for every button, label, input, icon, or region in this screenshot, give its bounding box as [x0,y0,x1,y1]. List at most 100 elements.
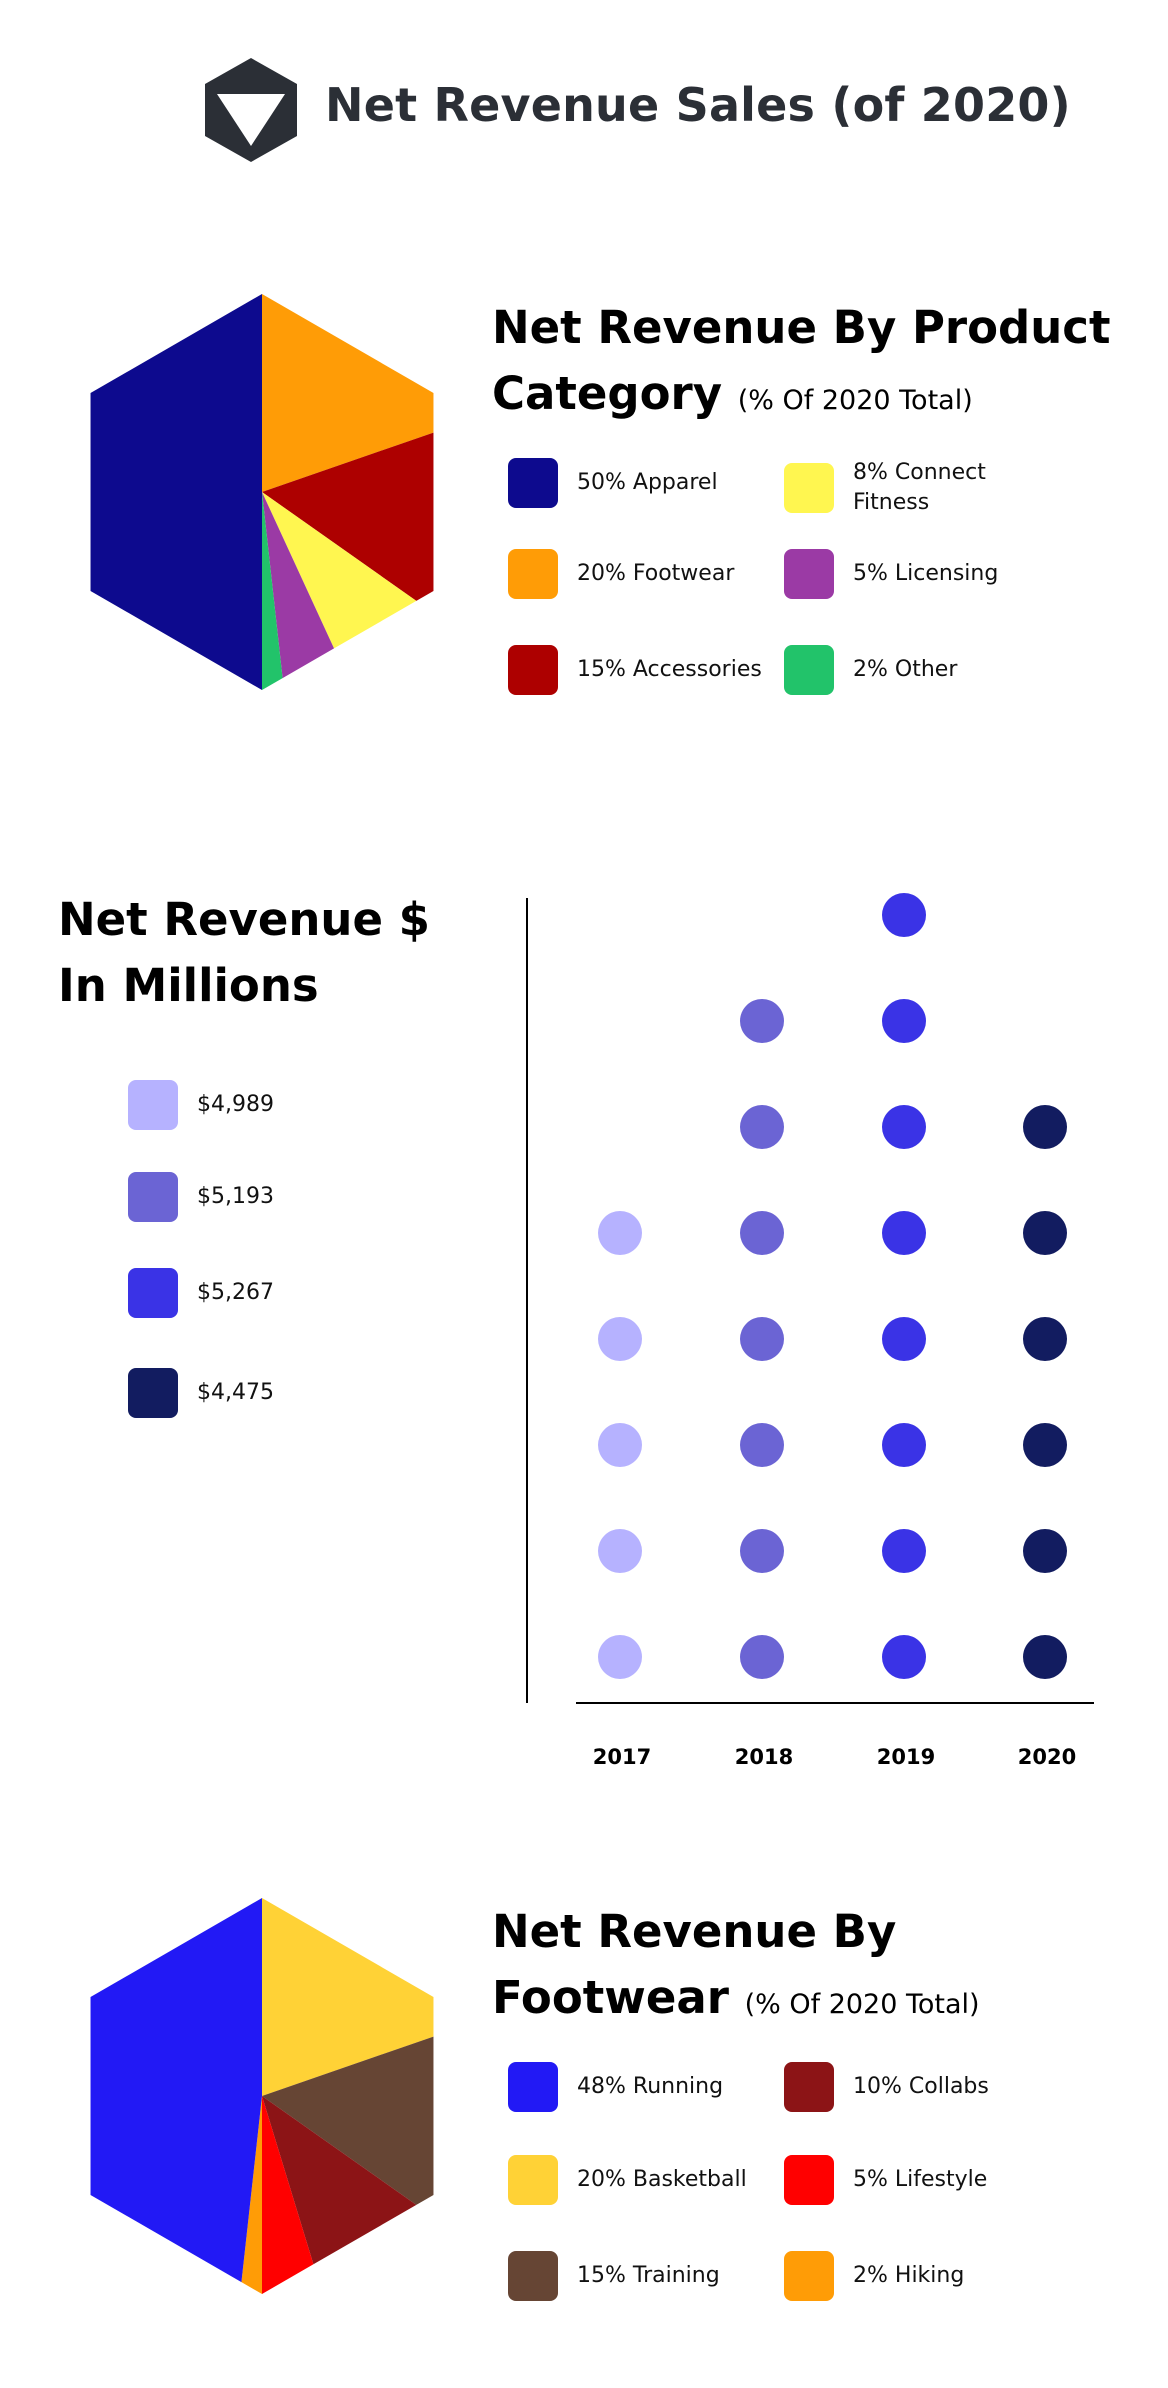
product-category-legend-swatch [508,645,558,695]
revenue-dot-2018 [740,1635,784,1679]
revenue-dot-2020 [1023,1635,1067,1679]
footwear-hex-pie [90,1898,434,2294]
revenue-dot-2017 [598,1211,642,1255]
product-category-legend-item: 5% Licensing [784,549,998,599]
product-category-legend-item: 2% Other [784,645,957,695]
footwear-title-main: Net Revenue By Footwear [492,1905,897,2024]
footwear-slice [241,2096,262,2294]
product-category-legend-item: 20% Footwear [508,549,734,599]
product-category-hex-pie [90,294,434,690]
product-category-legend-item: 50% Apparel [508,458,718,508]
revenue-legend-swatch [128,1172,178,1222]
product-category-slice [262,294,434,492]
revenue-legend-item: $5,193 [128,1172,274,1222]
hexagon-triangle-logo-icon [205,58,297,162]
footwear-title: Net Revenue By Footwear (% Of 2020 Total… [492,1899,1052,2038]
product-category-legend-item: 8% Connect Fitness [784,458,1003,518]
footwear-legend-item: 10% Collabs [784,2062,989,2112]
product-category-legend-item: 15% Accessories [508,645,762,695]
revenue-legend-label: $5,193 [197,1184,274,1209]
revenue-dot-2019 [882,1635,926,1679]
revenue-dot-2020 [1023,1423,1067,1467]
revenue-dot-2019 [882,1317,926,1361]
footwear-title-sub: (% Of 2020 Total) [744,1989,980,2020]
revenue-dot-2020 [1023,1105,1067,1149]
product-category-legend-swatch [784,549,834,599]
revenue-dot-chart: 2017 2018 2019 2020 [526,893,1094,1769]
footwear-slice [262,2096,314,2294]
footwear-legend-item: 5% Lifestyle [784,2155,987,2205]
footwear-legend-label: 20% Basketball [577,2167,747,2192]
product-category-slice [262,492,335,679]
revenue-dot-2020 [1023,1529,1067,1573]
footwear-legend-item: 48% Running [508,2062,723,2112]
product-category-legend-label: 15% Accessories [577,657,762,682]
revenue-dot-2018 [740,1317,784,1361]
footwear-legend-swatch [508,2062,558,2112]
footwear-legend-item: 20% Basketball [508,2155,747,2205]
product-category-legend-swatch [784,645,834,695]
footwear-legend-label: 10% Collabs [853,2074,989,2099]
product-category-legend-swatch [508,549,558,599]
revenue-millions-title: Net Revenue $ In Millions [58,893,430,1012]
revenue-legend-swatch [128,1368,178,1418]
footwear-legend-swatch [784,2155,834,2205]
footwear-legend-label: 5% Lifestyle [853,2167,988,2192]
revenue-dot-2018 [740,1529,784,1573]
revenue-legend-item: $5,267 [128,1268,274,1318]
x-tick-label: 2020 [1018,1745,1076,1769]
revenue-dot-2019 [882,1423,926,1467]
product-category-legend-label: 20% Footwear [577,561,735,586]
product-category-legend-label: 50% Apparel [577,470,718,495]
footwear-legend-label: 48% Running [577,2074,724,2099]
footwear-legend-label: 2% Hiking [853,2263,965,2288]
footwear-legend-label: 15% Training [577,2263,720,2288]
product-category-slice [262,492,283,690]
footwear-slice [90,1898,262,2283]
footwear-slice [262,2036,434,2205]
x-tick-label: 2019 [877,1745,935,1769]
revenue-dot-2019 [882,1211,926,1255]
revenue-dot-2017 [598,1317,642,1361]
footwear-legend-swatch [784,2062,834,2112]
product-category-title-sub: (% Of 2020 Total) [737,385,973,416]
revenue-legend-label: $4,475 [197,1380,274,1405]
product-category-title-main: Net Revenue By Product Category [492,301,1111,420]
product-category-legend-swatch [784,463,834,513]
x-tick-label: 2018 [735,1745,793,1769]
revenue-dot-2019 [882,1529,926,1573]
revenue-dot-2020 [1023,1317,1067,1361]
product-category-slice [90,294,262,690]
product-category-legend-label: 5% Licensing [853,561,999,586]
revenue-dot-2020 [1023,1211,1067,1255]
revenue-dot-2018 [740,999,784,1043]
revenue-dot-2017 [598,1529,642,1573]
revenue-dot-2019 [882,893,926,937]
revenue-legend-item: $4,989 [128,1080,274,1130]
footwear-slice [262,2096,417,2265]
product-category-slice [262,432,434,601]
footwear-legend-item: 15% Training [508,2251,720,2301]
revenue-dot-2018 [740,1105,784,1149]
product-category-legend-swatch [508,458,558,508]
revenue-legend-swatch [128,1080,178,1130]
revenue-legend-item: $4,475 [128,1368,274,1418]
revenue-dot-2018 [740,1211,784,1255]
x-tick-label: 2017 [593,1745,651,1769]
product-category-legend-label: 2% Other [853,657,958,682]
revenue-legend-label: $5,267 [197,1280,274,1305]
revenue-dot-2017 [598,1423,642,1467]
revenue-dot-2019 [882,1105,926,1149]
footwear-slice [262,1898,434,2096]
page-title: Net Revenue Sales (of 2020) [325,78,1071,132]
footwear-legend-swatch [508,2251,558,2301]
footwear-legend-swatch [784,2251,834,2301]
revenue-dot-2017 [598,1635,642,1679]
footwear-legend-item: 2% Hiking [784,2251,964,2301]
product-category-title: Net Revenue By Product Category (% Of 20… [492,295,1132,434]
product-category-legend-label: 8% Connect Fitness [853,460,986,515]
revenue-dot-2019 [882,999,926,1043]
revenue-legend-swatch [128,1268,178,1318]
revenue-dot-2018 [740,1423,784,1467]
footwear-legend-swatch [508,2155,558,2205]
